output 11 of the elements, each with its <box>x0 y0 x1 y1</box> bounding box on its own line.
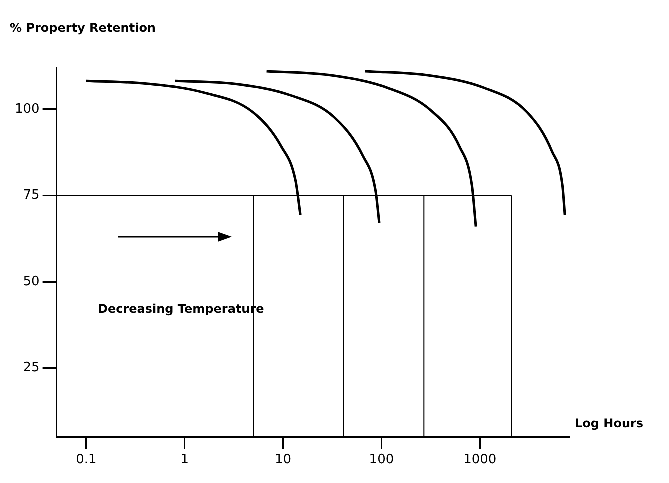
x-tick-label: 10 <box>275 452 292 468</box>
y-tick-label: 25 <box>23 360 40 376</box>
y-tick-label: 50 <box>23 274 40 290</box>
x-tick-label: 0.1 <box>76 452 97 468</box>
y-tick-label: 75 <box>23 188 40 204</box>
x-tick-label: 1 <box>180 452 189 468</box>
x-tick-label: 100 <box>369 452 394 468</box>
x-tick-label: 1000 <box>464 452 497 468</box>
y-axis-title: % Property Retention <box>10 21 156 35</box>
x-axis-title: Log Hours <box>575 416 644 430</box>
y-tick-label: 100 <box>14 102 40 117</box>
